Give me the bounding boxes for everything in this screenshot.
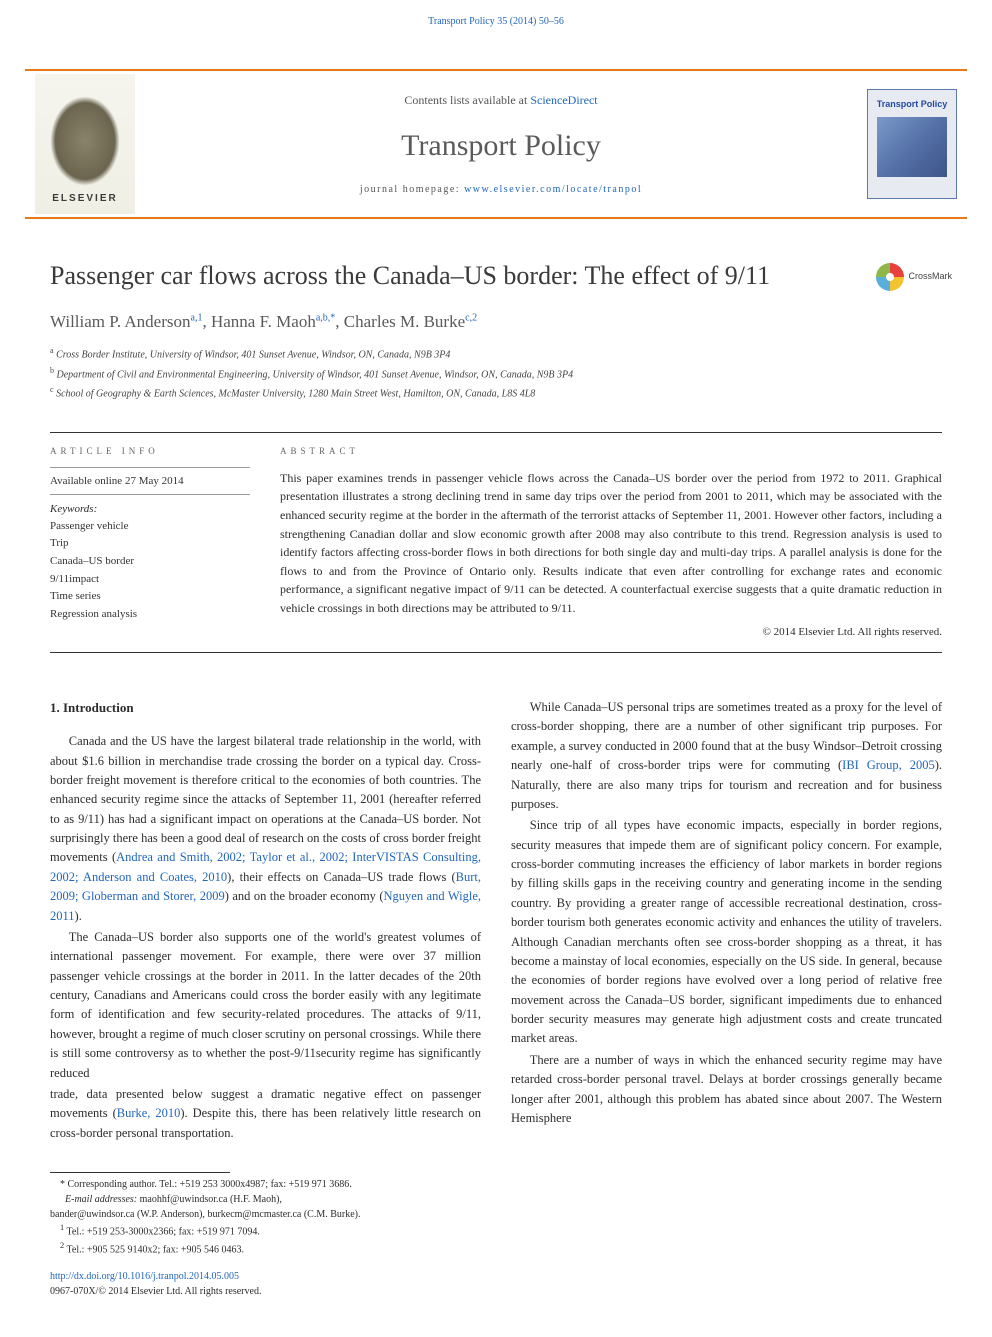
- paragraph-2: The Canada–US border also supports one o…: [50, 928, 481, 1083]
- available-online: Available online 27 May 2014: [50, 473, 250, 490]
- email-link-3[interactable]: burkecm@mcmaster.ca: [207, 1209, 301, 1220]
- article-title: Passenger car flows across the Canada–US…: [50, 259, 942, 293]
- body-text: 1. Introduction Canada and the US have t…: [50, 698, 942, 1143]
- author-1-sup[interactable]: a,1: [191, 312, 203, 323]
- abstract-copyright: © 2014 Elsevier Ltd. All rights reserved…: [280, 624, 942, 641]
- paragraph-5: Since trip of all types have economic im…: [511, 816, 942, 1049]
- footnotes-block: * Corresponding author. Tel.: +519 253 3…: [50, 1172, 470, 1299]
- issn-copyright: 0967-070X/© 2014 Elsevier Ltd. All right…: [50, 1286, 261, 1297]
- doi-link[interactable]: http://dx.doi.org/10.1016/j.tranpol.2014…: [50, 1271, 239, 1282]
- cover-title: Transport Policy: [877, 98, 948, 112]
- author-1: William P. Anderson: [50, 312, 191, 331]
- crossmark-badge[interactable]: CrossMark: [876, 263, 952, 291]
- keyword-3: Canada–US border: [50, 553, 250, 571]
- footnote-rule: [50, 1172, 230, 1173]
- elsevier-text: ELSEVIER: [52, 191, 117, 206]
- paragraph-1: Canada and the US have the largest bilat…: [50, 732, 481, 926]
- journal-cover-thumbnail: Transport Policy: [867, 89, 957, 199]
- homepage-link[interactable]: www.elsevier.com/locate/tranpol: [464, 184, 642, 195]
- paragraph-6: There are a number of ways in which the …: [511, 1051, 942, 1129]
- keywords-label: Keywords:: [50, 501, 250, 518]
- affiliation-a: a Cross Border Institute, University of …: [50, 344, 942, 363]
- cover-image: [877, 117, 947, 177]
- article-info-column: ARTICLE INFO Available online 27 May 201…: [50, 433, 250, 652]
- doi-block: http://dx.doi.org/10.1016/j.tranpol.2014…: [50, 1269, 470, 1299]
- citation-link-4[interactable]: Burke, 2010: [117, 1106, 181, 1120]
- footnote-1: 1 Tel.: +519 253-3000x2366; fax: +519 97…: [50, 1222, 470, 1239]
- email-addresses: E-mail addresses: maohhf@uwindsor.ca (H.…: [50, 1192, 470, 1207]
- affiliations: a Cross Border Institute, University of …: [50, 344, 942, 402]
- paragraph-4: While Canada–US personal trips are somet…: [511, 698, 942, 814]
- author-2-sup[interactable]: a,b,*: [316, 312, 335, 323]
- email-link-1[interactable]: maohhf@uwindsor.ca: [140, 1194, 228, 1205]
- keyword-6: Regression analysis: [50, 606, 250, 624]
- keyword-5: Time series: [50, 588, 250, 606]
- crossmark-label: CrossMark: [908, 270, 952, 284]
- affiliation-c: c School of Geography & Earth Sciences, …: [50, 383, 942, 402]
- footnote-2: 2 Tel.: +905 525 9140x2; fax: +905 546 0…: [50, 1240, 470, 1257]
- homepage-prefix: journal homepage:: [360, 184, 464, 195]
- author-3: Charles M. Burke: [344, 312, 465, 331]
- paragraph-3: trade, data presented below suggest a dr…: [50, 1085, 481, 1143]
- journal-name: Transport Policy: [401, 123, 601, 168]
- meta-section: ARTICLE INFO Available online 27 May 201…: [50, 432, 942, 653]
- contents-prefix: Contents lists available at: [404, 93, 530, 107]
- section-1-heading: 1. Introduction: [50, 698, 481, 718]
- elsevier-logo: ELSEVIER: [35, 74, 135, 214]
- corresponding-author: * Corresponding author. Tel.: +519 253 3…: [50, 1177, 470, 1192]
- keyword-1: Passenger vehicle: [50, 518, 250, 536]
- crossmark-icon: [876, 263, 904, 291]
- authors-line: William P. Andersona,1, Hanna F. Maoha,b…: [50, 309, 942, 335]
- journal-header: ELSEVIER Contents lists available at Sci…: [25, 69, 967, 219]
- journal-homepage-text: journal homepage: www.elsevier.com/locat…: [360, 182, 642, 197]
- keyword-2: Trip: [50, 535, 250, 553]
- citation-link[interactable]: Transport Policy 35 (2014) 50–56: [428, 16, 564, 27]
- email-link-2[interactable]: bander@uwindsor.ca: [50, 1209, 134, 1220]
- contents-available-text: Contents lists available at ScienceDirec…: [404, 91, 597, 109]
- article-info-heading: ARTICLE INFO: [50, 445, 250, 459]
- author-2: Hanna F. Maoh: [211, 312, 316, 331]
- abstract-heading: ABSTRACT: [280, 445, 942, 459]
- abstract-text: This paper examines trends in passenger …: [280, 469, 942, 618]
- abstract-column: ABSTRACT This paper examines trends in p…: [280, 433, 942, 652]
- sciencedirect-link[interactable]: ScienceDirect: [530, 93, 597, 107]
- keyword-4: 9/11impact: [50, 571, 250, 589]
- citation-link-5[interactable]: IBI Group, 2005: [842, 758, 935, 772]
- elsevier-tree-icon: [50, 96, 120, 186]
- affiliation-b: b Department of Civil and Environmental …: [50, 364, 942, 383]
- author-3-sup[interactable]: c,2: [465, 312, 477, 323]
- running-header: Transport Policy 35 (2014) 50–56: [0, 14, 992, 29]
- email-line2: bander@uwindsor.ca (W.P. Anderson), burk…: [50, 1207, 470, 1222]
